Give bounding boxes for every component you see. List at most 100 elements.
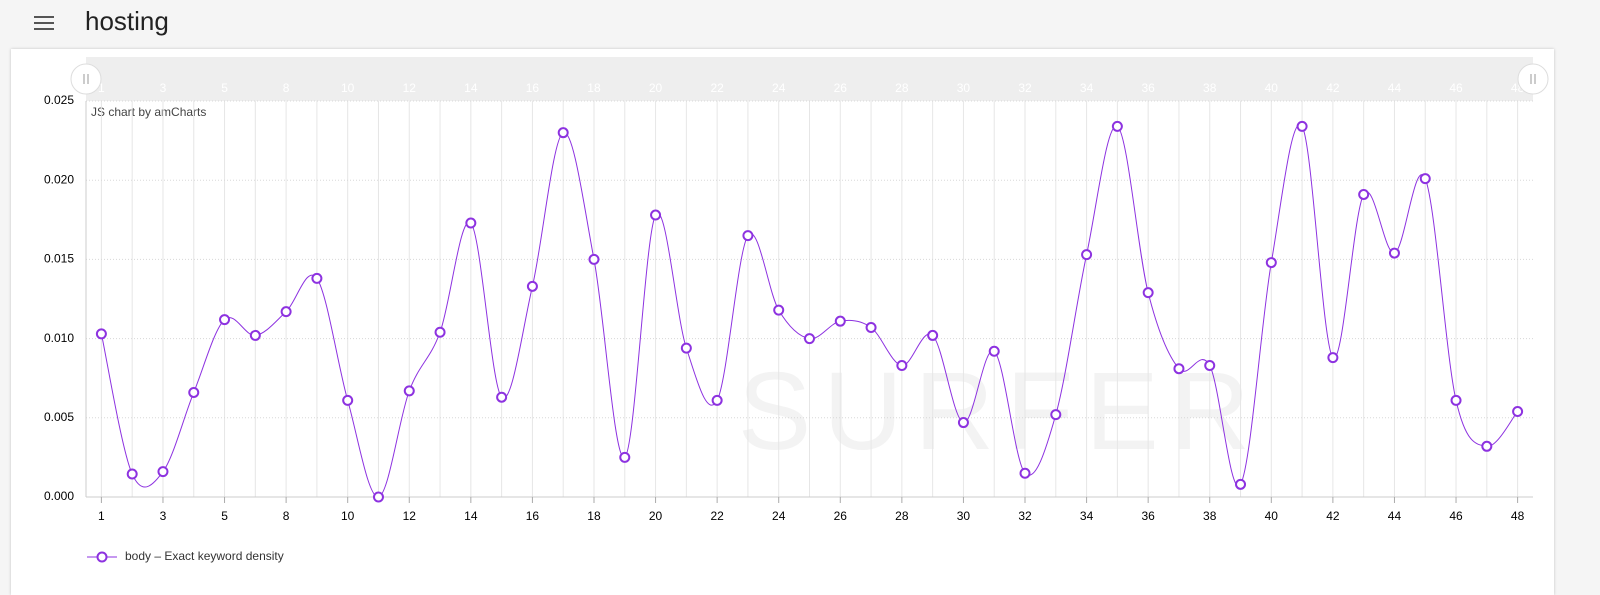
data-point (526, 280, 538, 292)
scrollbar[interactable] (86, 57, 1533, 101)
scrollbar-label: 30 (957, 81, 971, 95)
scrollbar-label: 5 (221, 81, 228, 95)
y-tick-label: 0.020 (44, 172, 74, 186)
scrollbar-label: 24 (772, 81, 786, 95)
data-point (1419, 173, 1431, 185)
data-point (342, 394, 354, 406)
scrollbar-label: 28 (895, 81, 909, 95)
data-point (1296, 120, 1308, 132)
x-tick-label: 44 (1388, 509, 1402, 523)
top-bar: hosting (0, 0, 1600, 45)
data-point (403, 385, 415, 397)
x-tick-label: 30 (957, 509, 971, 523)
data-point (249, 329, 261, 341)
data-point (1327, 352, 1339, 364)
data-point (1173, 363, 1185, 375)
data-point (957, 417, 969, 429)
data-point (188, 386, 200, 398)
x-tick-label: 26 (834, 509, 848, 523)
data-point (1235, 478, 1247, 490)
data-point (126, 468, 138, 480)
data-point (1142, 287, 1154, 299)
scrollbar-label: 12 (403, 81, 417, 95)
credit: JS chart by amCharts (91, 105, 206, 119)
data-point (1358, 188, 1370, 200)
data-point (896, 360, 908, 372)
data-point (927, 329, 939, 341)
scrollbar-label: 22 (710, 81, 724, 95)
y-tick-label: 0.025 (44, 93, 74, 107)
data-point (372, 491, 384, 503)
scrollbar-label: 16 (526, 81, 540, 95)
scrollbar-label: 20 (649, 81, 663, 95)
data-point (1450, 394, 1462, 406)
page-title: hosting (85, 6, 169, 36)
data-point (680, 342, 692, 354)
data-point (465, 217, 477, 229)
data-point (434, 326, 446, 338)
data-point (588, 253, 600, 265)
data-point (711, 394, 723, 406)
x-tick-label: 14 (464, 509, 478, 523)
legend-marker (96, 551, 108, 563)
scrollbar-label: 3 (160, 81, 167, 95)
data-point (619, 451, 631, 463)
data-point (1265, 257, 1277, 269)
y-tick-label: 0.000 (44, 489, 74, 503)
x-tick-label: 40 (1265, 509, 1279, 523)
scrollbar-label: 36 (1141, 81, 1155, 95)
menu-bar (34, 16, 54, 18)
x-tick-label: 12 (403, 509, 417, 523)
data-point (219, 314, 231, 326)
legend-label[interactable]: body – Exact keyword density (125, 549, 284, 563)
data-point (1481, 440, 1493, 452)
card (11, 49, 1554, 595)
x-tick-label: 10 (341, 509, 355, 523)
scrollbar-label: 42 (1326, 81, 1340, 95)
data-point (1111, 120, 1123, 132)
x-tick-label: 5 (221, 509, 228, 523)
data-point (1512, 405, 1524, 417)
x-tick-label: 20 (649, 509, 663, 523)
data-point (1204, 360, 1216, 372)
x-tick-label: 3 (160, 509, 167, 523)
menu-bar (34, 28, 54, 30)
scrollbar-label: 8 (283, 81, 290, 95)
scrollbar-label: 18 (587, 81, 601, 95)
scrollbar-label: 46 (1449, 81, 1463, 95)
x-tick-label: 38 (1203, 509, 1217, 523)
data-point (1081, 249, 1093, 261)
data-point (773, 304, 785, 316)
x-tick-label: 8 (283, 509, 290, 523)
x-tick-label: 16 (526, 509, 540, 523)
scrollbar-handle[interactable] (70, 63, 102, 95)
x-tick-label: 46 (1449, 509, 1463, 523)
data-point (157, 466, 169, 478)
x-tick-label: 24 (772, 509, 786, 523)
x-tick-label: 36 (1141, 509, 1155, 523)
x-tick-label: 34 (1080, 509, 1094, 523)
scrollbar-label: 32 (1018, 81, 1032, 95)
data-point (557, 127, 569, 139)
y-tick-label: 0.010 (44, 331, 74, 345)
scrollbar-label: 34 (1080, 81, 1094, 95)
x-tick-label: 48 (1511, 509, 1525, 523)
scrollbar-label: 10 (341, 81, 355, 95)
scrollbar-label: 1 (98, 81, 105, 95)
scrollbar-label: 26 (834, 81, 848, 95)
menu-bar (34, 22, 54, 24)
x-tick-label: 22 (710, 509, 724, 523)
data-point (742, 230, 754, 242)
data-point (834, 315, 846, 327)
x-tick-label: 32 (1018, 509, 1032, 523)
menu-icon[interactable] (0, 0, 60, 45)
data-point (1050, 409, 1062, 421)
x-tick-label: 28 (895, 509, 909, 523)
data-point (311, 272, 323, 284)
scrollbar-handle[interactable] (1517, 63, 1549, 95)
scrollbar-label: 14 (464, 81, 478, 95)
x-tick-label: 42 (1326, 509, 1340, 523)
data-point (804, 333, 815, 345)
